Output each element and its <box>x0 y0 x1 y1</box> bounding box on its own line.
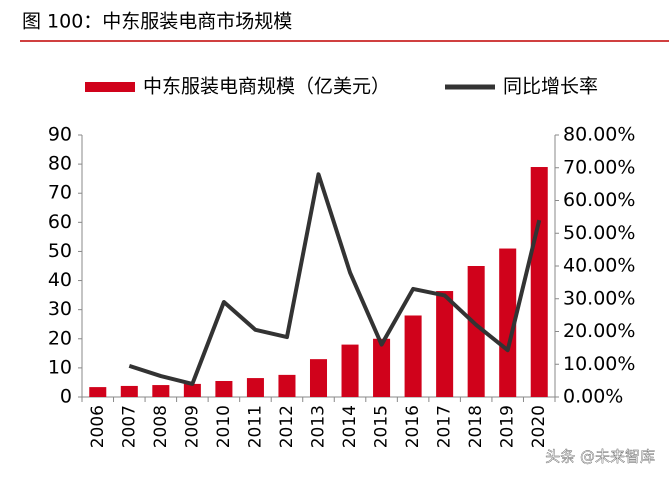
x-tick-label: 2014 <box>340 405 360 448</box>
y-tick-label: 50 <box>48 240 72 262</box>
y-tick-label: 40 <box>48 269 72 291</box>
bar <box>120 385 138 397</box>
bar <box>467 266 485 397</box>
x-tick-label: 2008 <box>151 405 171 448</box>
x-tick-label: 2016 <box>403 405 423 448</box>
bar <box>341 344 359 397</box>
bar <box>499 248 517 397</box>
y-tick-label: 20 <box>48 327 72 349</box>
bar <box>309 359 328 397</box>
line <box>128 172 542 386</box>
y-tick-label: 30 <box>48 298 72 320</box>
watermark: 头条 @未来智库 <box>545 448 655 466</box>
y2-tick-label: 40.00% <box>563 255 635 277</box>
y2-tick-label: 70.00% <box>563 156 635 178</box>
y-tick-label: 60 <box>48 211 72 233</box>
legend-label: 中东服装电商规模（亿美元） <box>143 76 390 98</box>
bar <box>530 167 548 397</box>
bar <box>404 315 422 397</box>
x-tick-label: 2019 <box>498 405 518 448</box>
bar <box>436 291 454 397</box>
bar <box>152 385 170 397</box>
y2-tick-label: 10.00% <box>563 353 635 375</box>
x-tick-label: 2010 <box>214 405 234 448</box>
y2-tick-label: 0.00% <box>563 386 623 408</box>
y-tick-label: 0 <box>60 386 72 408</box>
bar <box>246 378 264 397</box>
x-tick-label: 2012 <box>277 405 297 448</box>
x-tick-label: 2020 <box>529 405 549 448</box>
bar <box>278 374 296 397</box>
y2-tick-label: 50.00% <box>563 222 635 244</box>
x-tick-label: 2006 <box>88 405 108 448</box>
x-tick-label: 2018 <box>466 405 486 448</box>
y2-tick-label: 80.00% <box>563 124 635 146</box>
legend-swatch <box>85 82 135 92</box>
y2-tick-label: 30.00% <box>563 287 635 309</box>
legend-label: 同比增长率 <box>503 76 598 98</box>
x-tick-label: 2017 <box>435 405 455 448</box>
x-tick-label: 2011 <box>245 405 265 448</box>
y-tick-label: 90 <box>48 124 72 146</box>
x-tick-label: 2007 <box>119 405 139 448</box>
chart-title: 图 100：中东服装电商市场规模 <box>22 11 292 33</box>
y2-tick-label: 20.00% <box>563 320 635 342</box>
bar <box>215 380 233 397</box>
bar <box>183 383 201 397</box>
y-tick-label: 80 <box>48 153 72 175</box>
y-tick-label: 70 <box>48 182 72 204</box>
x-tick-label: 2013 <box>309 405 329 448</box>
x-tick-label: 2009 <box>182 405 202 448</box>
bar <box>89 387 107 397</box>
y-tick-label: 10 <box>48 356 72 378</box>
y2-tick-label: 60.00% <box>563 189 635 211</box>
x-tick-label: 2015 <box>372 405 392 448</box>
bar <box>373 338 391 397</box>
